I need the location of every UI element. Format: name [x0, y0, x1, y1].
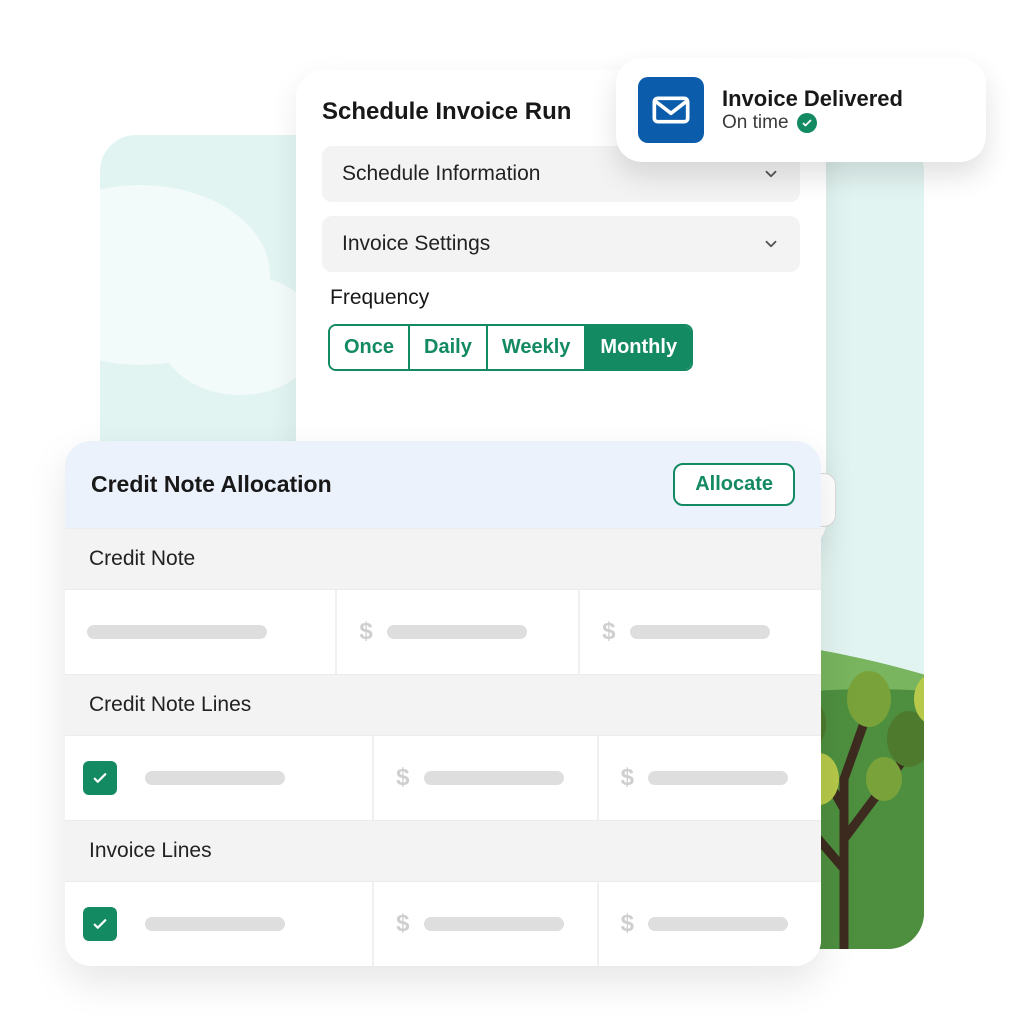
cell: $ — [374, 882, 598, 966]
placeholder-bar — [648, 771, 788, 785]
cell — [123, 882, 374, 966]
delivery-status: On time — [722, 112, 789, 134]
frequency-label: Frequency — [330, 286, 800, 310]
cell: $ — [580, 590, 821, 674]
frequency-segmented-control: Once Daily Weekly Monthly — [328, 324, 693, 371]
cell — [123, 736, 374, 820]
accordion-label: Invoice Settings — [342, 232, 490, 256]
checkbox-checked[interactable] — [83, 907, 117, 941]
section-credit-note: Credit Note — [65, 528, 821, 590]
frequency-option-once[interactable]: Once — [330, 326, 410, 369]
placeholder-bar — [424, 917, 564, 931]
frequency-option-monthly[interactable]: Monthly — [586, 326, 691, 369]
check-circle-icon — [797, 113, 817, 133]
allocate-button[interactable]: Allocate — [673, 463, 795, 506]
placeholder-bar — [145, 771, 285, 785]
placeholder-bar — [145, 917, 285, 931]
placeholder-bar — [87, 625, 267, 639]
cell: $ — [374, 736, 598, 820]
checkbox-checked[interactable] — [83, 761, 117, 795]
delivery-title: Invoice Delivered — [722, 86, 903, 112]
cell: $ — [599, 882, 821, 966]
delivery-text: Invoice Delivered On time — [722, 86, 903, 134]
dollar-icon: $ — [621, 910, 634, 938]
placeholder-bar — [630, 625, 770, 639]
section-invoice-lines: Invoice Lines — [65, 820, 821, 882]
table-row: $ $ — [65, 590, 821, 674]
credit-note-allocation-card: Credit Note Allocation Allocate Credit N… — [65, 441, 821, 966]
chevron-down-icon — [762, 235, 780, 253]
mail-icon — [638, 77, 704, 143]
delivery-status-row: On time — [722, 112, 903, 134]
table-row: $ $ — [65, 736, 821, 820]
credit-title: Credit Note Allocation — [91, 471, 332, 498]
accordion-label: Schedule Information — [342, 162, 540, 186]
placeholder-bar — [424, 771, 564, 785]
canvas: Schedule Invoice Run Schedule Informatio… — [0, 0, 1024, 1024]
chevron-down-icon — [762, 165, 780, 183]
placeholder-bar — [648, 917, 788, 931]
dollar-icon: $ — [621, 764, 634, 792]
credit-header: Credit Note Allocation Allocate — [65, 441, 821, 528]
dollar-icon: $ — [359, 618, 372, 646]
cell — [65, 590, 337, 674]
dollar-icon: $ — [396, 764, 409, 792]
table-row: $ $ — [65, 882, 821, 966]
invoice-delivered-card: Invoice Delivered On time — [616, 58, 986, 162]
section-credit-note-lines: Credit Note Lines — [65, 674, 821, 736]
dollar-icon: $ — [396, 910, 409, 938]
frequency-option-daily[interactable]: Daily — [410, 326, 488, 369]
accordion-invoice-settings[interactable]: Invoice Settings — [322, 216, 800, 272]
cell: $ — [337, 590, 580, 674]
frequency-option-weekly[interactable]: Weekly — [488, 326, 587, 369]
placeholder-bar — [387, 625, 527, 639]
cell: $ — [599, 736, 821, 820]
dollar-icon: $ — [602, 618, 615, 646]
